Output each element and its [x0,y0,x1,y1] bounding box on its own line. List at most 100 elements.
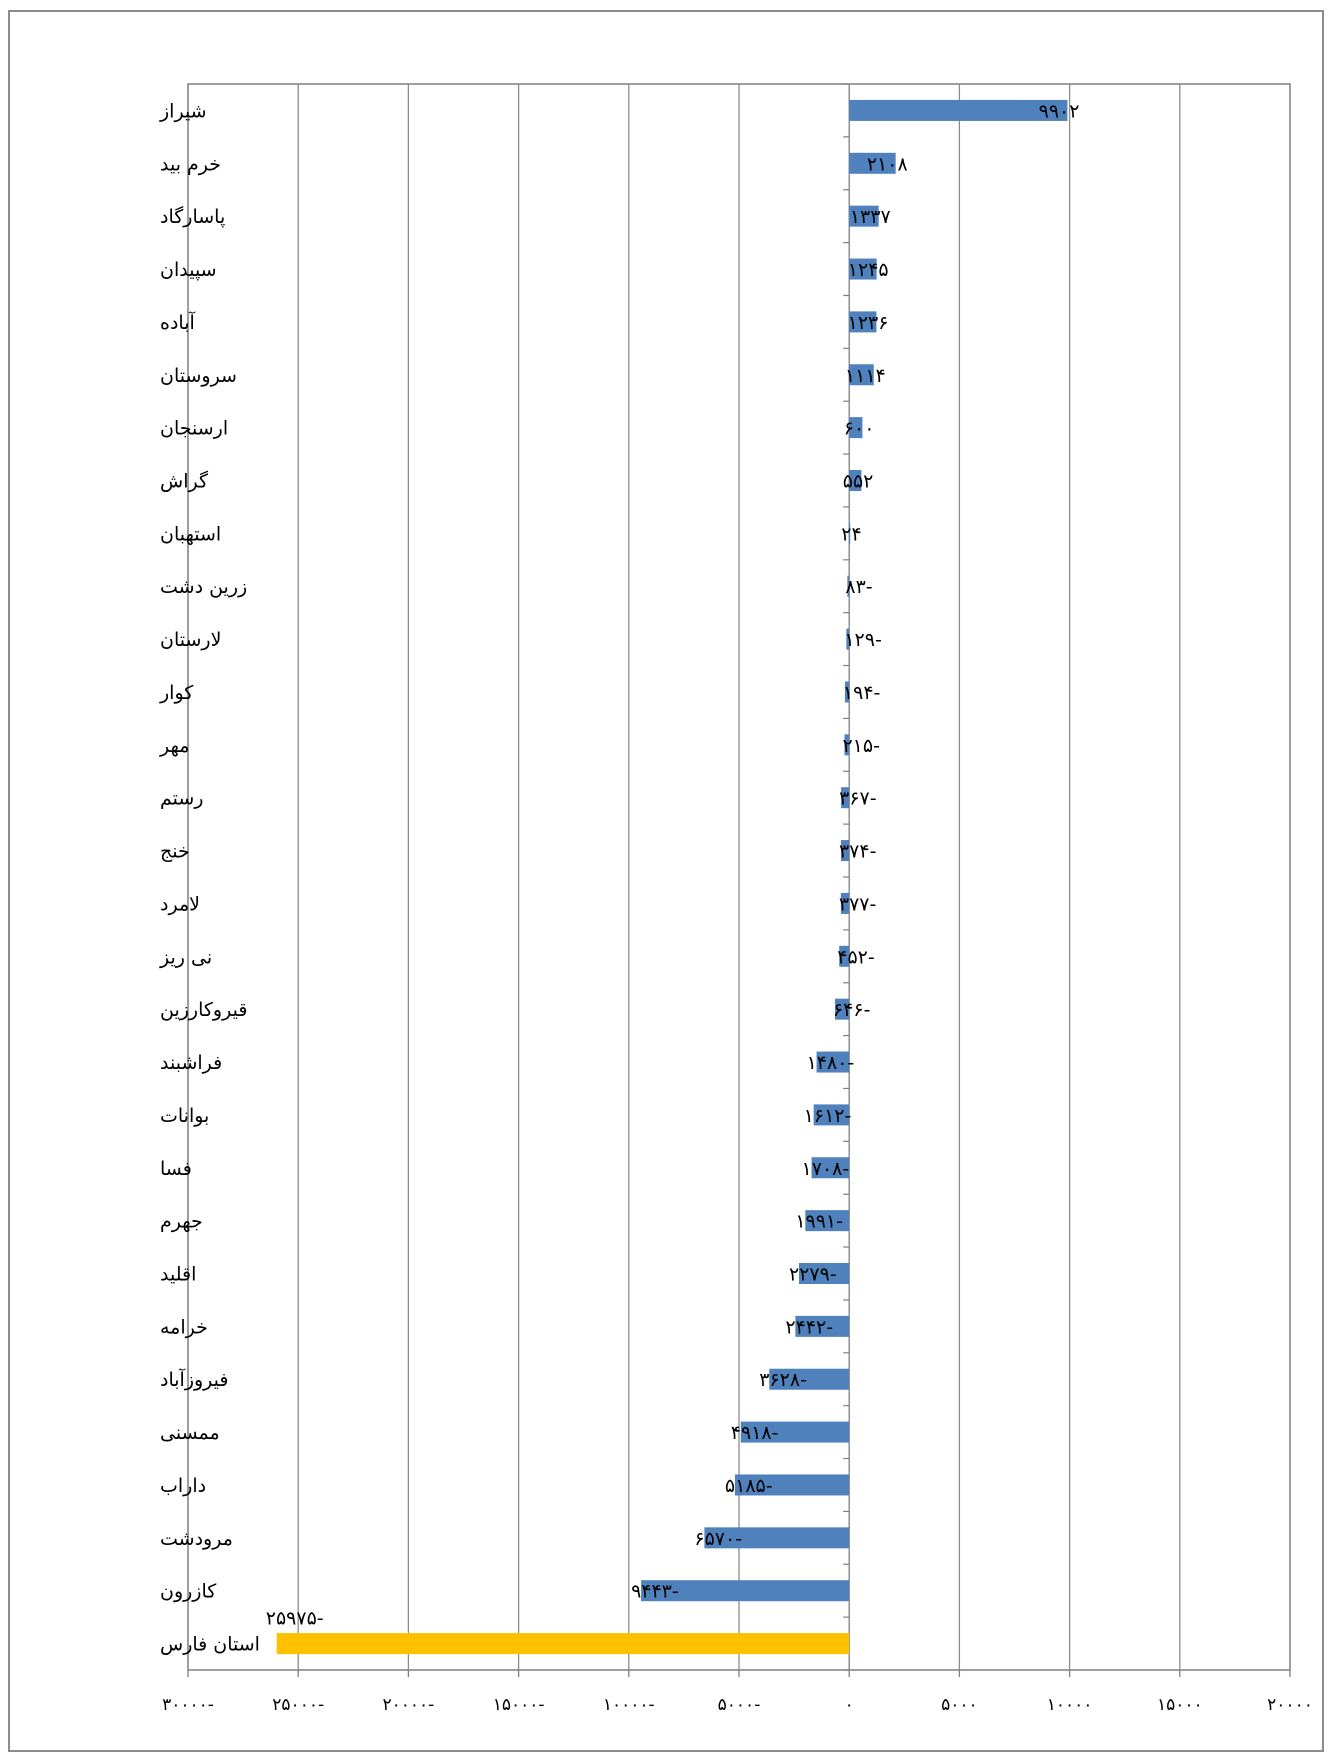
data-label: ۹۹۰۲ [1039,100,1080,122]
data-label: -۸۳ [845,576,872,598]
bar [798,1263,850,1284]
bar [841,787,850,809]
bar [849,364,874,386]
category-label: پاسارگاد [160,205,225,228]
x-tick-label: -۲۵۰۰۰ [272,1695,324,1715]
category-label: فیروزآباد [160,1367,228,1391]
category-label: لامرد [160,893,200,915]
x-tick-label: -۱۵۰۰۰ [493,1695,545,1715]
data-label: -۳۶۷ [839,788,876,810]
x-tick-label: -۵۰۰۰ [718,1695,761,1715]
category-label: خرم بید [160,153,221,175]
category-label: شیراز [159,100,207,122]
category-label: خرامه [160,1316,208,1338]
bar [740,1421,850,1443]
bar [811,1157,850,1179]
data-label: -۱۹۹۱ [795,1211,843,1233]
data-label: ۵۵۲ [843,471,874,493]
bar [849,470,862,491]
category-label: رستم [160,788,203,810]
category-label: خنج [160,841,190,863]
data-label: -۶۵۷۰ [694,1528,742,1550]
category-label: لارستان [160,629,221,651]
data-label: -۱۶۱۲ [804,1105,852,1127]
category-label: ممسنی [160,1422,220,1444]
bar [276,1633,850,1655]
bar [849,205,879,227]
bar [769,1368,850,1390]
data-label: -۵۱۸۵ [725,1475,773,1497]
bar [849,152,896,174]
category-label: کازرون [160,1581,217,1603]
data-label: -۱۲۹ [844,629,881,651]
bar [846,628,850,650]
category-label: فراشبند [160,1052,222,1074]
data-label: -۲۲۷۹ [789,1264,837,1286]
x-tick-label: ۲۰۰۰۰ [1267,1695,1313,1715]
bar [795,1315,850,1337]
category-label: داراب [160,1475,206,1497]
x-tick-label: ۰ [845,1695,854,1715]
category-label: آباده [160,310,195,334]
bar [847,575,850,597]
data-label: -۲۱۵ [842,735,879,757]
x-tick-label: ۱۵۰۰۰ [1157,1695,1203,1715]
category-label: کوار [159,682,194,704]
category-label: اقلید [160,1264,196,1286]
category-label: استان فارس [160,1634,260,1656]
bar [849,522,851,544]
data-label: -۳۷۷ [839,893,876,915]
bar [834,998,850,1020]
category-label: سپیدان [160,259,217,281]
bar [849,311,877,333]
category-label: جهرم [160,1211,203,1233]
bar [816,1051,850,1073]
category-label: زرین دشت [160,576,247,598]
category-label: استهبان [160,523,221,545]
chart-frame [8,10,1324,1752]
category-label: بوانات [160,1105,209,1127]
bar [704,1527,850,1549]
bar [849,258,877,280]
category-label: مرودشت [160,1528,233,1550]
bar [849,99,1068,121]
category-label: ارسنجان [160,418,228,440]
bar [805,1210,850,1232]
bar [839,945,850,967]
data-label: -۱۹۴ [843,682,880,704]
data-label: -۶۴۶ [833,999,870,1021]
bar [840,840,850,862]
data-label: -۱۷۰۸ [802,1158,850,1180]
bar [813,1104,850,1126]
data-label: ۶۰۰ [844,418,875,440]
x-tick-label: -۲۰۰۰۰ [383,1695,435,1715]
data-label: ۱۲۳۶ [848,312,889,334]
data-label: ۱۳۳۷ [850,206,891,228]
data-label: -۲۵۹۷۵ [266,1608,324,1630]
category-label: فسا [160,1158,192,1180]
data-label: -۳۶۲۸ [759,1369,807,1391]
bar [641,1580,850,1602]
data-label: -۱۴۸۰ [807,1052,855,1074]
data-label: ۱۲۴۵ [848,259,889,281]
x-tick-label: -۳۰۰۰۰ [162,1695,214,1715]
data-label: ۱۱۱۴ [845,365,886,387]
x-tick-label: ۱۰۰۰۰ [1047,1695,1093,1715]
x-tick-label: -۱۰۰۰۰ [603,1695,655,1715]
category-label: قیروکارزین [160,999,247,1021]
data-label: -۹۴۴۳ [631,1581,679,1603]
data-label: -۴۵۲ [837,946,874,968]
category-label: گراش [160,470,209,493]
data-label: ۲۴ [841,523,861,545]
bar [734,1474,850,1496]
category-label: مهر [159,735,189,757]
data-label: -۴۹۱۸ [731,1422,779,1444]
bar [844,681,850,703]
bar [840,892,850,914]
bar [844,734,850,756]
data-label: -۳۷۴ [839,841,876,863]
data-label: -۲۴۴۲ [785,1316,833,1338]
category-label: سروستان [160,365,237,387]
category-label: نی ریز [159,946,212,968]
